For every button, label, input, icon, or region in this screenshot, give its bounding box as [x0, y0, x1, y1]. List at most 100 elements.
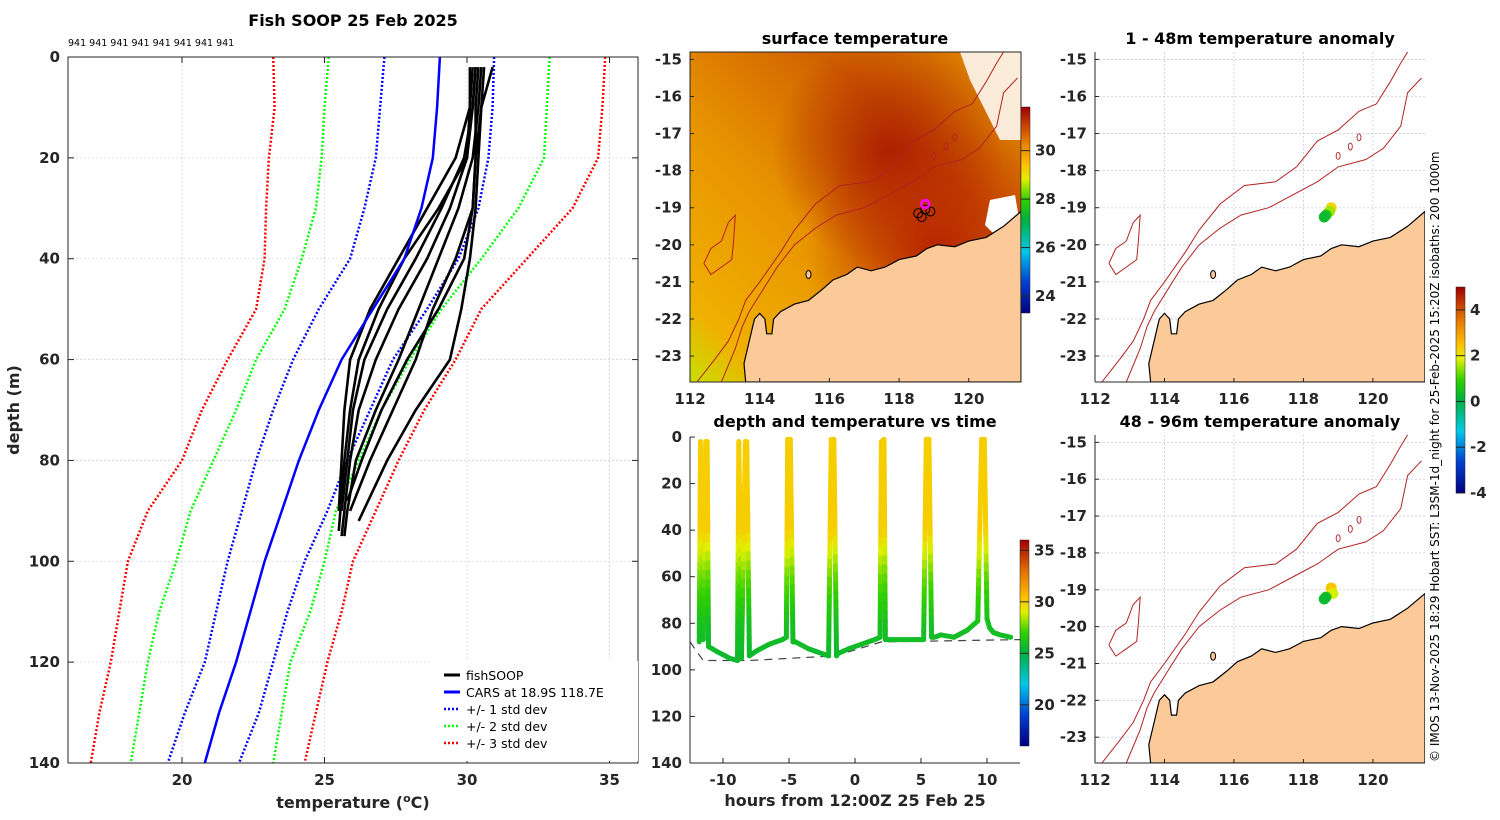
- barrow-island: [1210, 651, 1217, 661]
- profile-y-label: depth (m): [4, 365, 23, 455]
- lat-tick-label: -22: [655, 310, 682, 328]
- sst-map: surface temperature 112 114 116 118 120 -15 -1…: [655, 29, 1056, 408]
- y-tick-label: 20: [661, 475, 682, 493]
- lon-tick-label: 116: [1218, 390, 1249, 408]
- lon-tick-label: 120: [1357, 771, 1388, 789]
- isobath-seamount: [1347, 142, 1353, 151]
- x-tick-label: 30: [457, 771, 478, 789]
- lon-tick-label: 120: [953, 390, 984, 408]
- colorbar-tick-label: 24: [1035, 287, 1056, 305]
- x-tick-label: 5: [916, 771, 926, 789]
- anomaly-shallow-ticks: 112 114 116 118 120 -15 -16 -17 -18 -19 -20 -21 -22 -…: [1060, 50, 1389, 408]
- sst-markers: [913, 198, 936, 222]
- sst-land: [743, 210, 1021, 382]
- lat-tick-label: -17: [1060, 507, 1087, 525]
- barrow-island: [1210, 269, 1217, 279]
- profile-position-marker: [920, 204, 931, 215]
- y-tick-label: 120: [29, 653, 60, 671]
- sst-isobaths: [696, 52, 1018, 382]
- y-tick-label: 120: [651, 707, 682, 725]
- barrow-island: [805, 269, 812, 279]
- depth-time-plot: [689, 436, 1021, 664]
- isobath-200m: [720, 77, 1018, 382]
- isobath-rowley-shoals: [703, 213, 736, 276]
- x-tick-label: -10: [709, 771, 736, 789]
- legend-box: [432, 661, 638, 761]
- series-std-plus2: [271, 56, 551, 764]
- colorbar-tick-label: 30: [1034, 593, 1055, 611]
- lat-tick-label: -23: [1060, 347, 1087, 365]
- lat-tick-label: -18: [655, 162, 682, 180]
- fishsoop-profile: [337, 67, 472, 532]
- lat-tick-label: -23: [655, 347, 682, 365]
- isobath-rowley-shoals: [1108, 595, 1141, 657]
- y-tick-label: 80: [39, 451, 60, 469]
- profile-title: Fish SOOP 25 Feb 2025: [248, 11, 457, 30]
- profile-y-ticks: 0 20 40 60 80 100 120 140: [29, 48, 638, 772]
- anomaly-deep-ticks: 112 114 116 118 120 -15 -16 -17 -18 -19 -20 -21 -22 -…: [1060, 433, 1389, 789]
- anomaly-shallow-title: 1 - 48m temperature anomaly: [1125, 29, 1395, 48]
- colorbar-tick-label: 25: [1034, 644, 1055, 662]
- lat-tick-label: -19: [1060, 581, 1087, 599]
- lat-tick-label: -21: [655, 273, 682, 291]
- isobath-rowley-shoals: [1108, 213, 1141, 276]
- anomaly-shallow-isobaths: [1101, 52, 1422, 382]
- y-tick-label: 40: [39, 250, 60, 268]
- colorbar-tick-label: 35: [1034, 541, 1055, 559]
- x-tick-label: 10: [977, 771, 998, 789]
- lon-tick-label: 112: [674, 390, 705, 408]
- lat-tick-label: -16: [1060, 470, 1087, 488]
- lat-tick-label: -18: [1060, 162, 1087, 180]
- fishsoop-profile: [348, 66, 494, 512]
- anomaly-shallow-land: [1148, 210, 1425, 382]
- x-tick-label: 20: [172, 771, 193, 789]
- series-std-plus3: [303, 56, 607, 764]
- colorbar-tick-label: 20: [1034, 696, 1055, 714]
- isobath-200m: [1125, 460, 1422, 763]
- profile-chart: Fish SOOP 25 Feb 2025 941 941 941 941 94…: [4, 11, 639, 812]
- anomaly-deep-title: 48 - 96m temperature anomaly: [1120, 412, 1401, 431]
- anomaly-deep-land: [1148, 592, 1425, 763]
- track-segment: [1002, 633, 1014, 640]
- colorbar-tick-label: -4: [1470, 484, 1487, 502]
- x-tick-label: -5: [781, 771, 798, 789]
- isobath-seamount: [1347, 525, 1353, 533]
- lat-tick-label: -20: [655, 236, 682, 254]
- lon-tick-label: 116: [1218, 771, 1249, 789]
- anomaly-colorbar: [1455, 286, 1466, 494]
- lon-tick-label: 114: [1149, 771, 1180, 789]
- y-tick-label: 20: [39, 149, 60, 167]
- lat-tick-label: -16: [1060, 87, 1087, 105]
- profile-axes-box: [67, 56, 639, 764]
- isobath-200m: [1125, 77, 1422, 382]
- series-std-minus2: [129, 56, 331, 764]
- isobath-1000m: [1101, 435, 1409, 763]
- y-tick-label: 40: [661, 521, 682, 539]
- anomaly-map-deep: 48 - 96m temperature anomaly 112 114 116 11…: [1060, 412, 1425, 789]
- isobath-seamount: [943, 142, 949, 151]
- depth-time-colorbar: [1019, 539, 1030, 747]
- lat-tick-label: -19: [655, 199, 682, 217]
- isobath-seamount: [931, 151, 937, 160]
- y-tick-label: 140: [651, 754, 682, 772]
- depth-time-x-label: hours from 12:00Z 25 Feb 25: [724, 791, 985, 810]
- fishsoop-profile: [357, 67, 486, 522]
- anomaly-deep-isobaths: [1101, 435, 1422, 763]
- lat-tick-label: -15: [1060, 50, 1087, 68]
- isobath-seamount: [1356, 515, 1362, 524]
- lon-tick-label: 118: [1288, 771, 1319, 789]
- series-cars: [203, 56, 442, 764]
- sst-ticks: 112 114 116 118 120 -15 -16 -17 -18 -19 -20 -21 -22 -…: [655, 50, 985, 408]
- lat-tick-label: -21: [1060, 654, 1087, 672]
- lat-tick-label: -20: [1060, 236, 1087, 254]
- lat-tick-label: -20: [1060, 618, 1087, 636]
- lon-tick-label: 118: [883, 390, 914, 408]
- colorbar-tick-label: 28: [1035, 190, 1056, 208]
- y-tick-label: 0: [50, 48, 60, 66]
- depth-time-chart: depth and temperature vs time -10 -5 0 5 100…: [651, 412, 1055, 810]
- lat-tick-label: -17: [655, 125, 682, 143]
- profile-top-annotation: 941 941 941 941 941 941 941 941: [68, 38, 234, 49]
- colorbar-tick-label: 4: [1470, 301, 1480, 319]
- colorbar-tick-label: 2: [1470, 347, 1480, 365]
